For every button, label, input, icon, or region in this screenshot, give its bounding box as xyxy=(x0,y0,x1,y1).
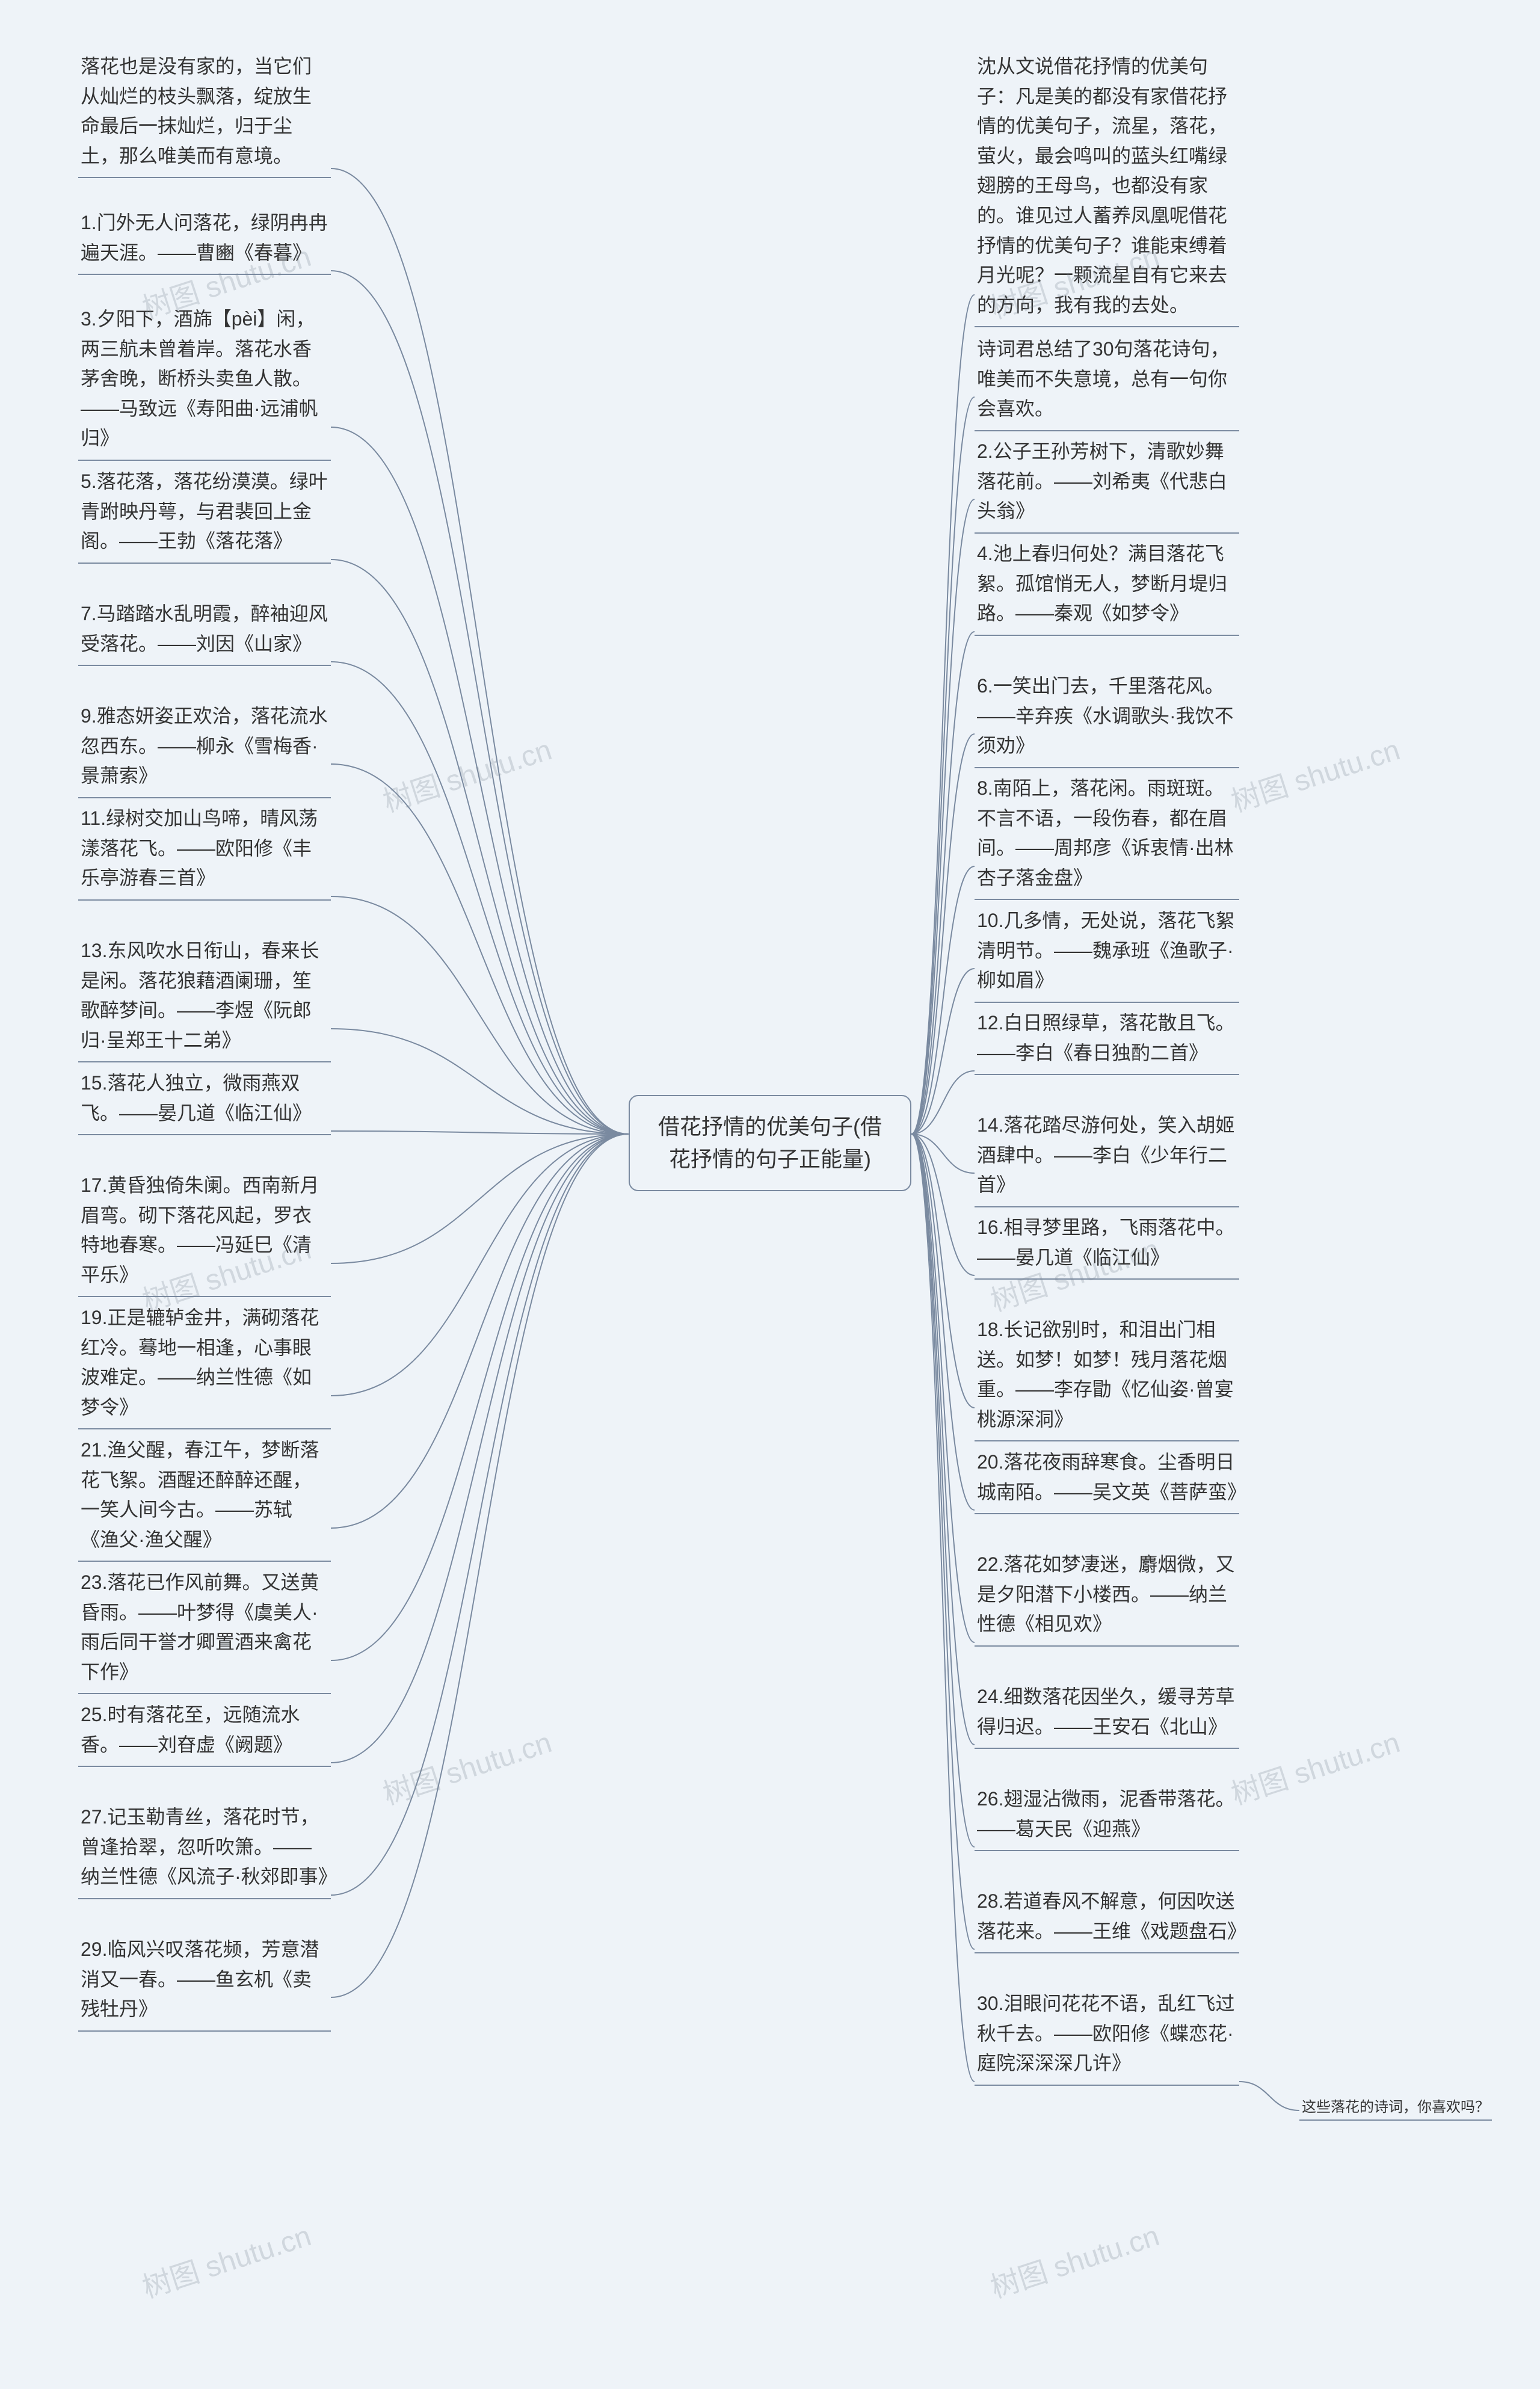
node-text: 13.东风吹水日衔山，春来长是闲。落花狼藉酒阑珊，笙歌醉梦间。——李煜《阮郎归·… xyxy=(81,940,319,1051)
left-node: 19.正是辘轳金井，满砌落花红冷。蓦地一相逢，心事眼波难定。——纳兰性德《如梦令… xyxy=(78,1299,331,1429)
right-node: 26.翅湿沾微雨，泥香带落花。——葛天民《迎燕》 xyxy=(975,1781,1239,1851)
right-node: 22.落花如梦凄迷，麝烟微，又是夕阳潜下小楼西。——纳兰性德《相见欢》 xyxy=(975,1546,1239,1647)
node-text: 15.落花人独立，微雨燕双飞。——晏几道《临江仙》 xyxy=(81,1072,312,1124)
right-node: 20.落花夜雨辞寒食。尘香明日城南陌。——吴文英《菩萨蛮》 xyxy=(975,1444,1239,1514)
left-node: 11.绿树交加山鸟啼，晴风荡漾落花飞。——欧阳修《丰乐亭游春三首》 xyxy=(78,800,331,901)
right-node: 10.几多情，无处说，落花飞絮清明节。——魏承班《渔歌子·柳如眉》 xyxy=(975,902,1239,1003)
node-text: 23.落花已作风前舞。又送黄昏雨。——叶梦得《虞美人·雨后同干誉才卿置酒来禽花下… xyxy=(81,1571,319,1683)
left-node: 25.时有落花至，远随流水香。——刘昚虚《阙题》 xyxy=(78,1697,331,1767)
right-node: 18.长记欲别时，和泪出门相送。如梦！如梦！残月落花烟重。——李存勖《忆仙姿·曾… xyxy=(975,1312,1239,1441)
center-node: 借花抒情的优美句子(借花抒情的句子正能量) xyxy=(629,1095,911,1191)
left-node: 7.马踏踏水乱明霞，醉袖迎风受落花。——刘因《山家》 xyxy=(78,596,331,666)
node-text: 21.渔父醒，春江午，梦断落花飞絮。酒醒还醉醉还醒，一笑人间今古。——苏轼《渔父… xyxy=(81,1439,319,1550)
left-node: 17.黄昏独倚朱阑。西南新月眉弯。砌下落花风起，罗衣特地春寒。——冯延巳《清平乐… xyxy=(78,1167,331,1297)
left-node: 落花也是没有家的，当它们从灿烂的枝头飘落，绽放生命最后一抹灿烂，归于尘土，那么唯… xyxy=(78,48,331,178)
right-node: 4.池上春归何处？满目落花飞絮。孤馆悄无人，梦断月堤归路。——秦观《如梦令》 xyxy=(975,535,1239,636)
node-text: 诗词君总结了30句落花诗句，唯美而不失意境，总有一句你会喜欢。 xyxy=(977,338,1230,419)
right-node: 2.公子王孙芳树下，清歌妙舞落花前。——刘希夷《代悲白头翁》 xyxy=(975,433,1239,534)
node-text: 17.黄昏独倚朱阑。西南新月眉弯。砌下落花风起，罗衣特地春寒。——冯延巳《清平乐… xyxy=(81,1174,319,1286)
right-node: 8.南陌上，落花闲。雨斑斑。不言不语，一段伤春，都在眉间。——周邦彦《诉衷情·出… xyxy=(975,770,1239,900)
node-text: 22.落花如梦凄迷，麝烟微，又是夕阳潜下小楼西。——纳兰性德《相见欢》 xyxy=(977,1553,1235,1635)
node-text: 29.临风兴叹落花频，芳意潜消又一春。——鱼玄机《卖残牡丹》 xyxy=(81,1938,319,2020)
node-text: 5.落花落，落花纷漠漠。绿叶青跗映丹萼，与君裴回上金阁。——王勃《落花落》 xyxy=(81,470,328,552)
node-text: 18.长记欲别时，和泪出门相送。如梦！如梦！残月落花烟重。——李存勖《忆仙姿·曾… xyxy=(977,1319,1234,1430)
node-text: 19.正是辘轳金井，满砌落花红冷。蓦地一相逢，心事眼波难定。——纳兰性德《如梦令… xyxy=(81,1307,319,1418)
right-node: 14.落花踏尽游何处，笑入胡姬酒肆中。——李白《少年行二首》 xyxy=(975,1107,1239,1207)
node-text: 25.时有落花至，远随流水香。——刘昚虚《阙题》 xyxy=(81,1704,300,1756)
left-node: 1.门外无人问落花，绿阴冉冉遍天涯。——曹豳《春暮》 xyxy=(78,205,331,275)
node-text: 9.雅态妍姿正欢洽，落花流水忽西东。——柳永《雪梅香·景萧索》 xyxy=(81,705,328,786)
footnote: 这些落花的诗词，你喜欢吗？ xyxy=(1299,2094,1492,2121)
left-node: 13.东风吹水日衔山，春来长是闲。落花狼藉酒阑珊，笙歌醉梦间。——李煜《阮郎归·… xyxy=(78,932,331,1062)
node-text: 6.一笑出门去，千里落花风。——辛弃疾《水调歌头·我饮不须劝》 xyxy=(977,675,1234,756)
right-node: 28.若道春风不解意，何因吹送落花来。——王维《戏题盘石》 xyxy=(975,1883,1239,1953)
node-text: 4.池上春归何处？满目落花飞絮。孤馆悄无人，梦断月堤归路。——秦观《如梦令》 xyxy=(977,543,1227,624)
node-text: 沈从文说借花抒情的优美句子：凡是美的都没有家借花抒情的优美句子，流星，落花，萤火… xyxy=(977,55,1227,316)
node-text: 2.公子王孙芳树下，清歌妙舞落花前。——刘希夷《代悲白头翁》 xyxy=(977,440,1227,522)
left-node: 5.落花落，落花纷漠漠。绿叶青跗映丹萼，与君裴回上金阁。——王勃《落花落》 xyxy=(78,463,331,564)
node-text: 7.马踏踏水乱明霞，醉袖迎风受落花。——刘因《山家》 xyxy=(81,603,328,655)
left-node: 27.记玉勒青丝，落花时节，曾逢拾翠，忽听吹箫。——纳兰性德《风流子·秋郊即事》 xyxy=(78,1799,331,1899)
left-node: 23.落花已作风前舞。又送黄昏雨。——叶梦得《虞美人·雨后同干誉才卿置酒来禽花下… xyxy=(78,1564,331,1694)
right-node: 沈从文说借花抒情的优美句子：凡是美的都没有家借花抒情的优美句子，流星，落花，萤火… xyxy=(975,48,1239,327)
right-node: 诗词君总结了30句落花诗句，唯美而不失意境，总有一句你会喜欢。 xyxy=(975,331,1239,431)
left-node: 21.渔父醒，春江午，梦断落花飞絮。酒醒还醉醉还醒，一笑人间今古。——苏轼《渔父… xyxy=(78,1432,331,1562)
node-text: 11.绿树交加山鸟啼，晴风荡漾落花飞。——欧阳修《丰乐亭游春三首》 xyxy=(81,807,318,889)
node-text: 20.落花夜雨辞寒食。尘香明日城南陌。——吴文英《菩萨蛮》 xyxy=(977,1451,1246,1503)
right-node: 12.白日照绿草，落花散且飞。——李白《春日独酌二首》 xyxy=(975,1005,1239,1075)
node-text: 10.几多情，无处说，落花飞絮清明节。——魏承班《渔歌子·柳如眉》 xyxy=(977,910,1235,991)
right-node: 30.泪眼问花花不语，乱红飞过秋千去。——欧阳修《蝶恋花·庭院深深深几许》 xyxy=(975,1985,1239,2086)
right-node: 24.细数落花因坐久，缓寻芳草得归迟。——王安石《北山》 xyxy=(975,1678,1239,1749)
node-text: 16.相寻梦里路，飞雨落花中。——晏几道《临江仙》 xyxy=(977,1216,1235,1268)
node-text: 27.记玉勒青丝，落花时节，曾逢拾翠，忽听吹箫。——纳兰性德《风流子·秋郊即事》 xyxy=(81,1806,337,1887)
node-text: 8.南陌上，落花闲。雨斑斑。不言不语，一段伤春，都在眉间。——周邦彦《诉衷情·出… xyxy=(977,777,1234,889)
left-node: 15.落花人独立，微雨燕双飞。——晏几道《临江仙》 xyxy=(78,1065,331,1135)
node-text: 14.落花踏尽游何处，笑入胡姬酒肆中。——李白《少年行二首》 xyxy=(977,1114,1235,1195)
left-node: 29.临风兴叹落花频，芳意潜消又一春。——鱼玄机《卖残牡丹》 xyxy=(78,1931,331,2032)
node-text: 28.若道春风不解意，何因吹送落花来。——王维《戏题盘石》 xyxy=(977,1890,1246,1942)
node-text: 30.泪眼问花花不语，乱红飞过秋千去。——欧阳修《蝶恋花·庭院深深深几许》 xyxy=(977,1993,1235,2074)
node-text: 24.细数落花因坐久，缓寻芳草得归迟。——王安石《北山》 xyxy=(977,1686,1235,1737)
node-text: 3.夕阳下，酒旆【pèi】闲，两三航未曾着岸。落花水香茅舍晚，断桥头卖鱼人散。—… xyxy=(81,308,318,449)
node-text: 12.白日照绿草，落花散且飞。——李白《春日独酌二首》 xyxy=(977,1012,1235,1064)
right-node: 16.相寻梦里路，飞雨落花中。——晏几道《临江仙》 xyxy=(975,1209,1239,1280)
right-node: 6.一笑出门去，千里落花风。——辛弃疾《水调歌头·我饮不须劝》 xyxy=(975,668,1239,768)
node-text: 26.翅湿沾微雨，泥香带落花。——葛天民《迎燕》 xyxy=(977,1788,1235,1840)
center-label: 借花抒情的优美句子(借花抒情的句子正能量) xyxy=(658,1114,882,1171)
left-node: 9.雅态妍姿正欢洽，落花流水忽西东。——柳永《雪梅香·景萧索》 xyxy=(78,698,331,798)
node-text: 落花也是没有家的，当它们从灿烂的枝头飘落，绽放生命最后一抹灿烂，归于尘土，那么唯… xyxy=(81,55,312,167)
node-text: 1.门外无人问落花，绿阴冉冉遍天涯。——曹豳《春暮》 xyxy=(81,212,328,264)
footnote-text: 这些落花的诗词，你喜欢吗？ xyxy=(1302,2099,1489,2115)
left-node: 3.夕阳下，酒旆【pèi】闲，两三航未曾着岸。落花水香茅舍晚，断桥头卖鱼人散。—… xyxy=(78,301,331,461)
